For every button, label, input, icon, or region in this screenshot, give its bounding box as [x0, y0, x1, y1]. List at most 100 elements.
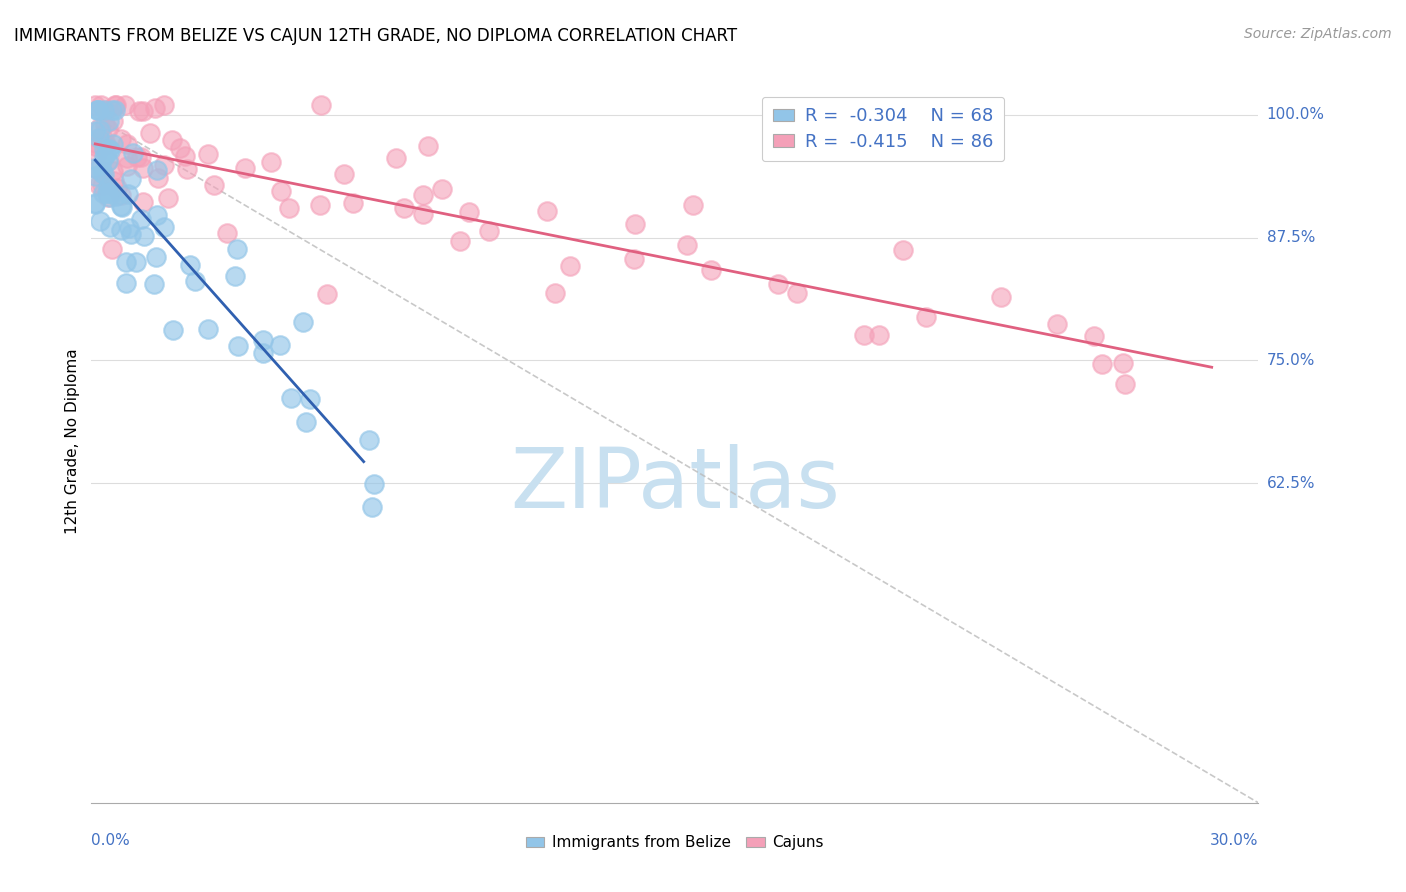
Point: [224, 268, 246, 283]
Point: [93, 103, 115, 117]
Point: [676, 237, 699, 252]
Point: [1114, 376, 1136, 391]
Point: [1112, 356, 1135, 370]
Point: [700, 263, 723, 277]
Text: 100.0%: 100.0%: [1267, 107, 1324, 122]
Point: [990, 290, 1012, 304]
Point: [120, 227, 142, 241]
Point: [385, 152, 408, 166]
Point: [114, 98, 136, 112]
Point: [110, 188, 132, 202]
Point: [153, 220, 176, 235]
Point: [309, 198, 332, 212]
Point: [98, 142, 121, 156]
Point: [184, 275, 207, 289]
Point: [162, 323, 184, 337]
Point: [118, 221, 141, 235]
Point: [91, 128, 114, 143]
Point: [478, 224, 501, 238]
Point: [786, 286, 808, 301]
Point: [125, 254, 148, 268]
Point: [278, 201, 301, 215]
Point: [103, 103, 125, 117]
Point: [117, 159, 139, 173]
Point: [1091, 358, 1114, 372]
Point: [110, 132, 132, 146]
Point: [160, 133, 183, 147]
Point: [270, 184, 292, 198]
Point: [868, 328, 890, 343]
Point: [103, 174, 125, 188]
Point: [145, 251, 167, 265]
Point: [101, 113, 124, 128]
Point: [157, 190, 180, 204]
Point: [86, 161, 108, 176]
Point: [226, 339, 249, 353]
Point: [84, 161, 107, 175]
Point: [110, 199, 132, 213]
Point: [128, 103, 150, 118]
Point: [558, 260, 581, 274]
Point: [309, 98, 332, 112]
Text: 87.5%: 87.5%: [1267, 230, 1315, 245]
Point: [94, 147, 117, 161]
Text: 30.0%: 30.0%: [1211, 833, 1258, 848]
Point: [536, 204, 558, 219]
Point: [142, 277, 165, 292]
Point: [132, 161, 155, 176]
Point: [360, 500, 382, 514]
Point: [105, 180, 128, 194]
Point: [129, 151, 152, 165]
Point: [544, 285, 567, 300]
Point: [143, 101, 166, 115]
Point: [97, 186, 120, 200]
Point: [115, 276, 138, 290]
Point: [359, 434, 381, 448]
Point: [269, 338, 291, 352]
Point: [104, 98, 127, 112]
Point: [117, 186, 139, 201]
Point: [623, 217, 645, 231]
Point: [169, 141, 191, 155]
Point: [84, 98, 107, 112]
Point: [84, 136, 107, 150]
Point: [96, 103, 118, 117]
Point: [94, 136, 117, 151]
Point: [111, 201, 134, 215]
Point: [84, 124, 107, 138]
Point: [146, 162, 169, 177]
Point: [98, 219, 121, 234]
Point: [179, 258, 201, 272]
Point: [416, 138, 439, 153]
Point: [174, 148, 197, 162]
Point: [430, 182, 453, 196]
Point: [412, 187, 434, 202]
Point: [86, 103, 108, 117]
Point: [153, 158, 176, 172]
Text: 75.0%: 75.0%: [1267, 353, 1315, 368]
Point: [97, 153, 120, 168]
Point: [90, 158, 112, 172]
Point: [87, 103, 110, 117]
Point: [852, 327, 875, 342]
Point: [93, 150, 115, 164]
Point: [197, 322, 219, 336]
Point: [101, 136, 124, 151]
Point: [342, 196, 364, 211]
Text: 0.0%: 0.0%: [91, 833, 131, 848]
Point: [91, 186, 114, 201]
Point: [1046, 317, 1069, 331]
Point: [115, 255, 138, 269]
Point: [87, 178, 110, 192]
Point: [89, 123, 111, 137]
Point: [458, 205, 481, 219]
Point: [252, 333, 274, 347]
Point: [291, 315, 314, 329]
Point: [101, 103, 124, 117]
Point: [766, 277, 789, 291]
Point: [280, 392, 302, 406]
Point: [315, 287, 337, 301]
Point: [121, 146, 143, 161]
Point: [90, 166, 112, 180]
Point: [623, 252, 645, 266]
